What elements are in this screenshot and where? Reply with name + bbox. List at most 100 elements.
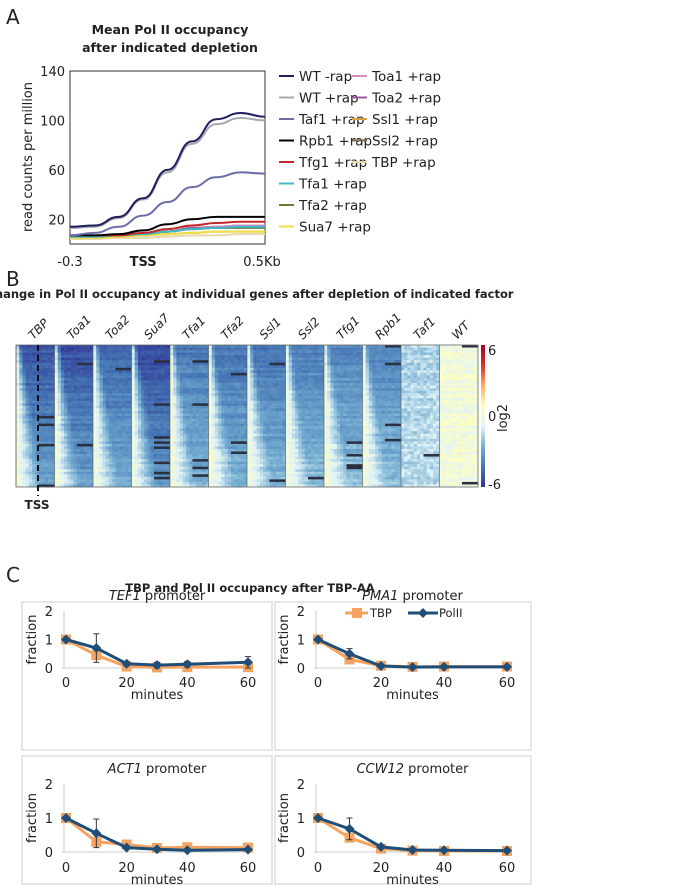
heatmap-cell [28, 428, 33, 432]
heatmap-cell [102, 454, 107, 457]
heatmap-cell [166, 481, 171, 485]
heatmap-cell [141, 413, 145, 417]
heatmap-cell [150, 469, 155, 473]
heatmap-cell [218, 357, 222, 361]
heatmap-cell [121, 441, 126, 445]
heatmap-cell [35, 410, 39, 414]
heatmap-cell [269, 481, 273, 485]
heatmap-cell [41, 476, 46, 480]
series-line [69, 171, 266, 237]
heatmap-cell [221, 431, 225, 435]
heatmap-cell [218, 416, 222, 419]
heatmap-cell [67, 347, 71, 351]
heatmap-cell [131, 403, 136, 407]
heatmap-cell [250, 471, 254, 475]
heatmap-cell [150, 362, 155, 366]
heatmap-cell [208, 474, 213, 478]
heatmap-cell [237, 421, 241, 424]
heatmap-cell [131, 347, 136, 351]
heatmap-cell [128, 474, 132, 478]
heatmap-cell [38, 410, 42, 414]
heatmap-cell [163, 471, 168, 475]
heatmap-cell [166, 416, 171, 419]
heatmap-cell [60, 357, 65, 361]
heatmap-cell [208, 355, 213, 358]
heatmap-cell [259, 446, 264, 450]
heatmap-cell [266, 380, 270, 384]
heatmap-cell [247, 426, 251, 429]
heatmap-cell [160, 375, 164, 379]
heatmap-cell [28, 426, 33, 429]
heatmap-cell [144, 446, 148, 450]
heatmap-cell [70, 484, 75, 488]
heatmap-cell [208, 370, 213, 374]
heatmap-cell [41, 377, 46, 381]
heatmap-cell [67, 416, 71, 419]
heatmap-cell [41, 385, 46, 389]
heatmap-cell [221, 393, 225, 397]
heatmap-cell [150, 370, 155, 374]
heatmap-cell [99, 476, 103, 480]
heatmap-cell [218, 408, 222, 412]
heatmap-cell [163, 398, 168, 402]
heatmap-cell [285, 362, 290, 366]
heatmap-cell [291, 367, 296, 371]
heatmap-cell [16, 479, 20, 483]
heatmap-cell [83, 380, 87, 384]
heatmap-cell [250, 395, 254, 399]
heatmap-cell [269, 388, 273, 391]
heatmap-cell [60, 393, 65, 397]
heatmap-cell [160, 433, 164, 437]
heatmap-cell [272, 393, 277, 397]
heatmap-cell [307, 380, 312, 384]
panel-label-a: A [6, 5, 20, 29]
heatmap-cell [243, 451, 248, 455]
heatmap-cell [60, 403, 65, 407]
heatmap-cell [60, 375, 65, 379]
heatmap-cell [275, 385, 280, 389]
heatmap-cell [182, 377, 187, 381]
heatmap-cell [227, 421, 232, 424]
heatmap-cell [125, 474, 129, 478]
heatmap-cell [147, 416, 152, 419]
heatmap-cell [73, 385, 78, 389]
heatmap-cell [115, 446, 119, 450]
heatmap-cell [115, 375, 119, 379]
heatmap-cell [230, 390, 235, 394]
heatmap-cell [105, 466, 110, 470]
heatmap-cell [250, 426, 254, 429]
heatmap-cell [134, 441, 139, 445]
heatmap-cell [51, 428, 55, 432]
heatmap-cell [125, 393, 129, 397]
heatmap-cell [112, 423, 116, 427]
heatmap-cell [118, 459, 123, 462]
heatmap-cell [218, 403, 222, 407]
heatmap-cell [109, 426, 113, 429]
heatmap-cell [247, 345, 251, 348]
heatmap-cell [237, 372, 241, 376]
heatmap-cell [80, 410, 84, 414]
heatmap-cell [269, 372, 273, 376]
heatmap-cell [44, 476, 49, 480]
heatmap-cell [93, 360, 97, 364]
heatmap-cell [102, 347, 107, 351]
heatmap-cell [96, 436, 100, 440]
heatmap-cell [67, 441, 71, 445]
heatmap-cell [198, 408, 203, 412]
heatmap-cell [67, 418, 71, 422]
heatmap-cell [202, 380, 206, 384]
heatmap-cell [109, 408, 113, 412]
heatmap-cell [51, 441, 55, 445]
heatmap-cell [227, 377, 232, 381]
heatmap-cell [99, 385, 103, 389]
heatmap-cell [38, 441, 42, 445]
heatmap-cell [202, 403, 206, 407]
heatmap-cell [64, 393, 68, 397]
heatmap-cell [112, 484, 116, 488]
heatmap-cell [218, 383, 222, 386]
heatmap-cell [89, 461, 94, 465]
heatmap-cell [230, 461, 235, 465]
heatmap-cell [105, 345, 110, 348]
heatmap-cell [266, 459, 270, 462]
heatmap-cell [295, 350, 299, 353]
